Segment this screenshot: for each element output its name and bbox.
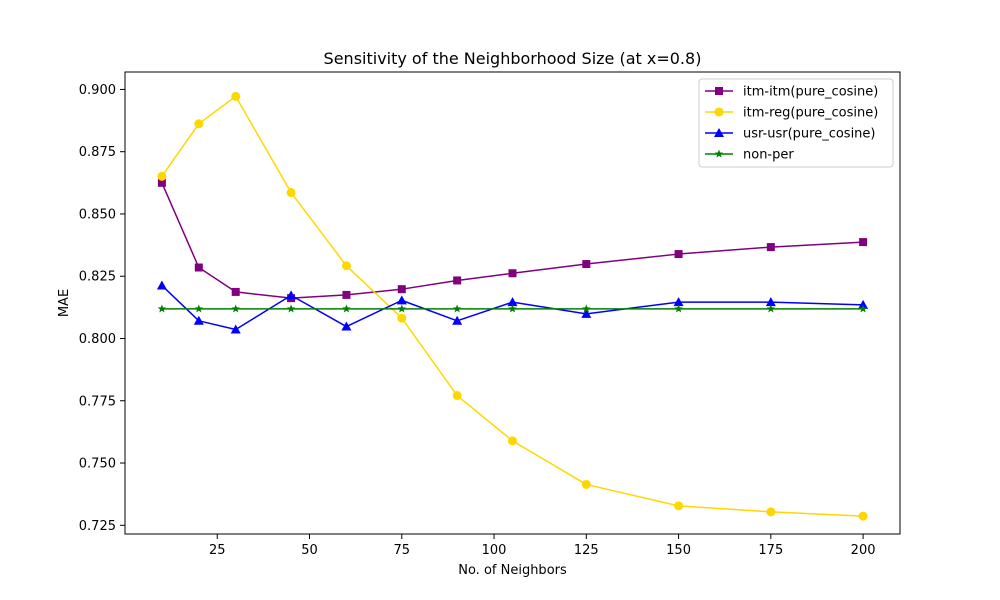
data-point	[766, 304, 776, 313]
legend-item: usr-usr(pure_cosine)	[705, 127, 876, 142]
y-tick-label: 0.725	[79, 519, 116, 534]
chart-title: Sensitivity of the Neighborhood Size (at…	[324, 49, 702, 68]
data-point	[674, 304, 683, 313]
x-tick-label: 25	[209, 543, 226, 558]
y-tick-label: 0.825	[79, 270, 116, 285]
series-1	[157, 91, 868, 521]
data-point	[766, 507, 776, 517]
data-point	[156, 280, 167, 290]
legend-marker	[715, 87, 723, 95]
data-point	[194, 263, 203, 272]
data-point	[673, 297, 684, 307]
y-tick-label: 0.775	[79, 394, 116, 409]
data-point	[765, 297, 776, 307]
y-tick-label: 0.800	[79, 332, 116, 347]
legend-box	[698, 78, 894, 168]
legend-label: itm-reg(pure_cosine)	[743, 106, 878, 121]
data-point	[581, 479, 591, 489]
data-point	[453, 276, 462, 285]
plot-area	[124, 71, 901, 535]
y-tick-label: 0.850	[79, 207, 116, 222]
data-point	[859, 238, 868, 247]
data-point	[397, 313, 407, 323]
y-tick-label: 0.875	[79, 145, 116, 160]
data-point	[674, 250, 683, 259]
y-axis: 0.725 0.750 0.775 0.800 0.825 0.850 0.875 0.900	[79, 83, 125, 534]
series-line	[161, 95, 864, 517]
legend-marker	[714, 128, 724, 137]
x-tick-label: 150	[666, 543, 691, 558]
data-point	[286, 188, 296, 198]
data-point	[674, 501, 684, 511]
data-point	[286, 290, 297, 300]
x-tick-label: 200	[851, 543, 876, 558]
axes-frame	[124, 71, 901, 535]
x-tick-label: 75	[394, 543, 411, 558]
data-point	[397, 285, 406, 294]
data-point	[452, 391, 462, 401]
series-line	[161, 182, 864, 299]
data-point	[858, 304, 868, 313]
data-point	[194, 119, 204, 129]
legend-marker	[714, 149, 724, 158]
data-point	[397, 304, 407, 313]
legend-marker	[714, 107, 724, 117]
data-point	[858, 511, 868, 521]
legend-item: non-per	[705, 148, 794, 163]
data-point	[230, 324, 241, 334]
data-point	[452, 304, 462, 313]
y-tick-label: 0.750	[79, 457, 116, 472]
x-tick-label: 175	[758, 543, 783, 558]
legend-label: itm-itm(pure_cosine)	[743, 85, 878, 100]
data-point	[766, 243, 775, 252]
data-point	[508, 436, 517, 446]
data-point	[231, 91, 241, 101]
legend-label: non-per	[743, 148, 794, 163]
x-axis: 25 50 75 100 125 150 175 200	[209, 534, 876, 558]
series-layer	[156, 91, 869, 521]
data-point	[157, 171, 167, 181]
legend-item: itm-itm(pure_cosine)	[705, 85, 878, 100]
series-3	[157, 304, 868, 313]
data-point	[342, 290, 351, 299]
data-point	[231, 304, 240, 313]
y-tick-label: 0.900	[79, 83, 116, 98]
data-point	[581, 308, 592, 318]
data-point	[507, 297, 518, 307]
data-point	[452, 315, 463, 325]
data-point	[508, 269, 517, 278]
data-point	[341, 321, 352, 331]
data-point	[341, 261, 351, 271]
data-point	[193, 315, 204, 325]
x-tick-label: 125	[574, 543, 599, 558]
data-point	[157, 304, 167, 313]
data-point	[396, 295, 407, 305]
data-point	[231, 287, 240, 296]
data-point	[582, 260, 591, 269]
x-tick-label: 50	[301, 543, 318, 558]
series-line	[161, 284, 864, 331]
legend-label: usr-usr(pure_cosine)	[743, 127, 876, 142]
legend: itm-itm(pure_cosine) itm-reg(pure_cosine)…	[698, 78, 894, 168]
x-axis-label: No. of Neighbors	[458, 563, 567, 578]
series-2	[156, 280, 869, 334]
y-axis-label: MAE	[57, 289, 72, 317]
legend-item: itm-reg(pure_cosine)	[705, 106, 878, 121]
data-point	[194, 304, 204, 313]
data-point	[508, 304, 517, 313]
data-point	[582, 304, 591, 313]
data-point	[157, 178, 166, 187]
x-tick-label: 100	[482, 543, 507, 558]
data-point	[342, 304, 351, 313]
data-point	[286, 304, 296, 313]
